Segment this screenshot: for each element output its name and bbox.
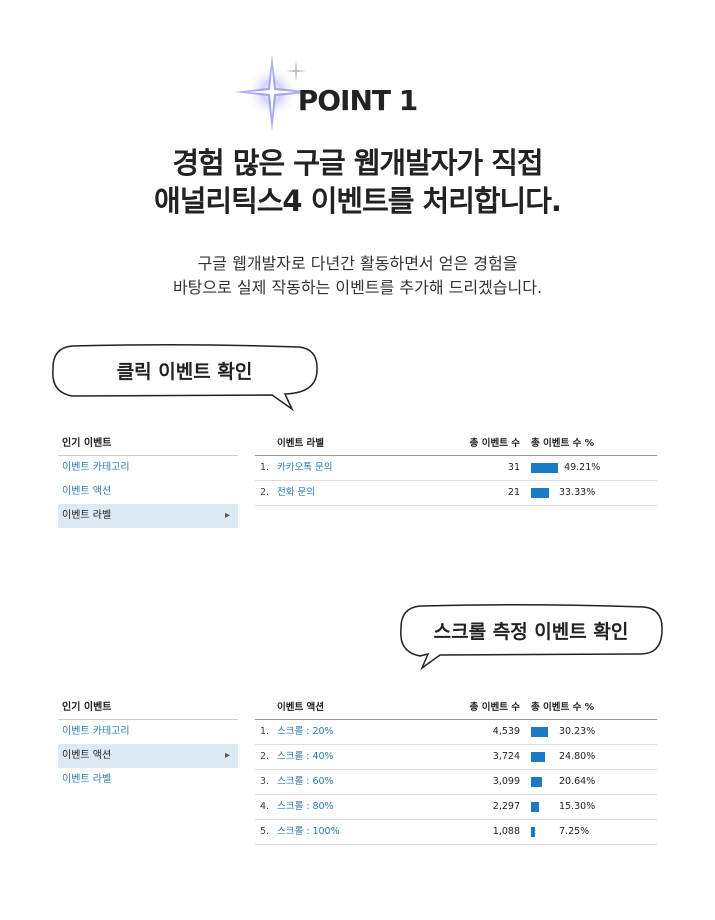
rank: 1.	[260, 462, 270, 473]
count: 3,724	[492, 751, 520, 762]
rank: 2.	[260, 487, 270, 498]
column-header: 총 이벤트 수	[469, 702, 520, 713]
badge: POINT 1	[297, 84, 419, 117]
sidebar-item[interactable]: 이벤트 액션 ▸	[58, 744, 238, 768]
count: 21	[507, 487, 520, 498]
sidebar-item[interactable]: 이벤트 라벨	[62, 774, 112, 785]
sidebar-item[interactable]: 이벤트 라벨 ▸	[58, 504, 238, 528]
share-bar	[531, 488, 550, 498]
sidebar-heading: 인기 이벤트	[58, 433, 238, 456]
speech-bubble	[52, 343, 318, 412]
column-header: 총 이벤트 수 %	[531, 438, 595, 449]
share-bar	[531, 463, 559, 473]
table-header: 이벤트 라벨 총 이벤트 수 총 이벤트 수 %	[255, 433, 657, 456]
count: 2,297	[492, 801, 520, 812]
table-row: 2. 전화 문의 21 33.33%	[255, 481, 657, 506]
table: 이벤트 액션 총 이벤트 수 총 이벤트 수 % 1. 스크롤 : 20% 4,539 30…	[255, 697, 657, 845]
share-bar	[531, 827, 535, 837]
row-label[interactable]: 스크롤 : 40%	[277, 751, 334, 762]
table-row: 1. 스크롤 : 20% 4,539 30.23%	[255, 720, 657, 745]
row-label[interactable]: 스크롤 : 60%	[277, 776, 334, 787]
rank: 3.	[260, 776, 270, 787]
column-header: 총 이벤트 수	[469, 438, 520, 449]
share-label: 20.64%	[559, 776, 596, 787]
title: 경험 많은 구글 웹개발자가 직접	[172, 146, 543, 180]
row-label[interactable]: 전화 문의	[277, 487, 315, 498]
share-bar	[531, 777, 543, 787]
table-row: 4. 스크롤 : 80% 2,297 15.30%	[255, 795, 657, 820]
share-label: 33.33%	[559, 487, 596, 498]
count: 3,099	[492, 776, 520, 787]
sidebar-item[interactable]: 이벤트 카테고리	[62, 462, 130, 473]
sparkle	[235, 55, 315, 132]
share-bar	[531, 727, 548, 737]
count: 31	[507, 462, 520, 473]
table-row: 5. 스크롤 : 100% 1,088 7.25%	[255, 820, 657, 845]
title: 애널리틱스4 이벤트를 처리합니다.	[154, 184, 562, 218]
description: 구글 웹개발자로 다년간 활동하면서 얻은 경험을	[197, 254, 518, 273]
arrow: ▸	[224, 510, 230, 521]
rank: 4.	[260, 801, 270, 812]
share-label: 30.23%	[559, 726, 596, 737]
sidebar-item[interactable]: 이벤트 액션	[62, 486, 112, 497]
row-label[interactable]: 스크롤 : 20%	[277, 726, 334, 737]
column-header: 이벤트 라벨	[277, 438, 325, 449]
table-row: 3. 스크롤 : 60% 3,099 20.64%	[255, 770, 657, 795]
bubble-outline	[52, 343, 318, 412]
table-header: 이벤트 액션 총 이벤트 수 총 이벤트 수 %	[255, 697, 657, 720]
share-bar	[531, 802, 540, 812]
arrow: ▸	[224, 750, 230, 761]
row-label[interactable]: 스크롤 : 100%	[277, 826, 340, 837]
row-label[interactable]: 카카오톡 문의	[277, 462, 333, 473]
bubble-outline	[400, 603, 663, 671]
sidebar-heading: 인기 이벤트	[58, 697, 238, 720]
row-label[interactable]: 스크롤 : 80%	[277, 801, 334, 812]
table-row: 2. 스크롤 : 40% 3,724 24.80%	[255, 745, 657, 770]
share-label: 24.80%	[559, 751, 596, 762]
table: 이벤트 라벨 총 이벤트 수 총 이벤트 수 % 1. 카카오톡 문의 31 49.21% 2…	[255, 433, 657, 506]
count: 4,539	[492, 726, 520, 737]
table-row: 1. 카카오톡 문의 31 49.21%	[255, 456, 657, 481]
column-header: 이벤트 액션	[277, 702, 325, 713]
rank: 1.	[260, 726, 270, 737]
sidebar-item[interactable]: 이벤트 카테고리	[62, 726, 130, 737]
description: 바탕으로 실제 작동하는 이벤트를 추가해 드리겠습니다.	[172, 278, 543, 297]
count: 1,088	[492, 826, 520, 837]
share-label: 15.30%	[559, 801, 596, 812]
share-label: 7.25%	[559, 826, 590, 837]
share-bar	[531, 752, 545, 762]
rank: 5.	[260, 826, 270, 837]
column-header: 총 이벤트 수 %	[531, 702, 595, 713]
bubble-text: 스크롤 측정 이벤트 확인	[433, 621, 629, 643]
speech-bubble	[400, 603, 663, 671]
rank: 2.	[260, 751, 270, 762]
share-label: 49.21%	[564, 462, 601, 473]
bubble-text: 클릭 이벤트 확인	[116, 361, 253, 383]
